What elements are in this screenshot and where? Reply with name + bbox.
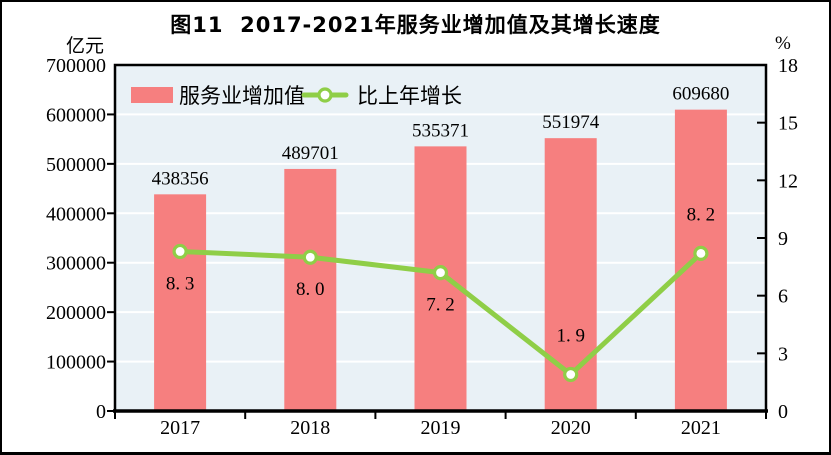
- x-axis-category-label: 2018: [290, 417, 330, 439]
- line-marker-2018: [302, 249, 318, 265]
- chart-title: 图11 2017-2021年服务业增加值及其增长速度: [170, 13, 661, 37]
- right-axis-tick-label: 9: [778, 228, 788, 250]
- x-axis-category-label: 2019: [421, 417, 461, 439]
- growth-value-label: 7. 2: [426, 295, 455, 316]
- bar-value-label: 551974: [542, 112, 600, 133]
- right-axis-tick-label: 3: [778, 343, 788, 365]
- legend-bar-label: 服务业增加值: [179, 84, 305, 108]
- legend-bar-swatch: [131, 87, 173, 103]
- x-axis-category-label: 2021: [681, 417, 721, 439]
- left-axis-tick-label: 100000: [46, 352, 106, 374]
- bar-value-label: 609680: [672, 84, 729, 105]
- bar-value-label: 535371: [412, 120, 469, 141]
- right-axis-tick-label: 6: [778, 286, 788, 308]
- growth-value-label: 1. 9: [556, 325, 585, 346]
- bar-2018: [284, 168, 337, 411]
- right-axis-tick-label: 0: [778, 401, 788, 423]
- line-marker-2021: [693, 245, 709, 261]
- bar-2020: [544, 138, 597, 412]
- left-axis-tick-label: 0: [96, 401, 106, 423]
- bar-value-label: 438356: [152, 168, 209, 189]
- legend-line-marker-icon: [317, 87, 333, 103]
- x-axis-category-label: 2020: [551, 417, 591, 439]
- line-marker-2019: [432, 265, 449, 281]
- left-axis-tick-label: 400000: [46, 203, 106, 225]
- right-axis-tick-label: 12: [778, 170, 798, 192]
- line-marker-2017: [172, 243, 188, 260]
- left-axis-tick-label: 500000: [46, 154, 106, 176]
- right-axis-tick-label: 15: [778, 113, 798, 135]
- legend-line-label: 比上年增长: [357, 84, 462, 108]
- right-axis-tick-label: 18: [778, 55, 798, 77]
- left-axis-tick-label: 200000: [46, 302, 106, 324]
- growth-value-label: 8. 0: [296, 279, 325, 300]
- left-axis-tick-label: 600000: [46, 104, 106, 126]
- left-axis-tick-label: 300000: [46, 253, 106, 275]
- bar-value-label: 489701: [282, 143, 339, 164]
- bar-2017: [154, 194, 207, 411]
- right-axis-unit-label: %: [775, 33, 791, 54]
- left-axis-unit-label: 亿元: [65, 35, 104, 57]
- growth-value-label: 8. 2: [687, 204, 716, 225]
- left-axis-tick-label: 700000: [46, 55, 106, 77]
- growth-value-label: 8. 3: [166, 273, 195, 294]
- line-marker-2020: [563, 366, 579, 383]
- x-axis-category-label: 2017: [160, 417, 200, 439]
